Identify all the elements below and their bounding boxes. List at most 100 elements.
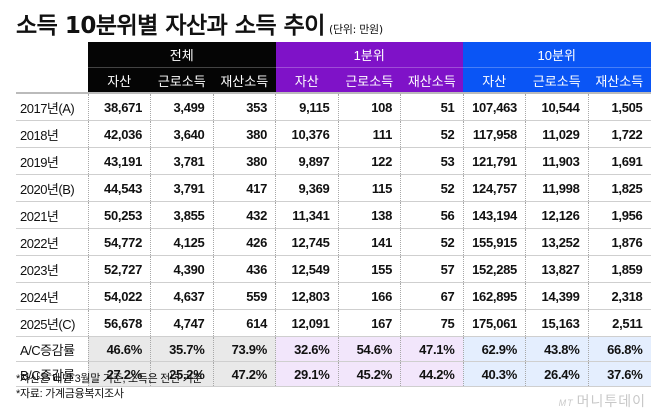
table-cell: 4,637: [150, 282, 213, 310]
table-cell: 43.8%: [525, 336, 588, 362]
table-cell: 10,544: [525, 92, 588, 121]
table-cell: 37.6%: [587, 361, 651, 387]
row-label: 2018년: [16, 120, 88, 148]
table-cell: 11,341: [275, 201, 338, 229]
footnote-basis: *자산은 매년 3월말 기준, 소득은 전년 기준: [16, 373, 203, 385]
table-row: 2017년(A) 38,671 3,499 353 9,115 108 51 107,463 1…: [16, 92, 651, 121]
subheader: 재산소득: [400, 67, 463, 93]
table-cell: 138: [337, 201, 401, 229]
table-cell: 46.6%: [87, 336, 151, 362]
table-cell: 32.6%: [275, 336, 338, 362]
table-cell: 12,091: [275, 309, 338, 337]
table-cell: 9,115: [275, 92, 338, 121]
table-cell: 47.2%: [212, 361, 276, 387]
table-cell: 54,772: [87, 228, 151, 256]
table-cell: 162,895: [462, 282, 526, 310]
table-row: 2021년 50,253 3,855 432 11,341 138 56 143,194 12,…: [16, 201, 651, 229]
table-cell: 155,915: [462, 228, 526, 256]
row-label: 2021년: [16, 201, 88, 229]
table-cell: 54,022: [87, 282, 151, 310]
table-cell: 57: [400, 255, 463, 283]
table-cell: 417: [212, 174, 276, 202]
table-cell: 3,855: [150, 201, 213, 229]
table-cell: 3,499: [150, 92, 213, 121]
table-cell: 52: [400, 228, 463, 256]
table-cell: 167: [337, 309, 401, 337]
group-header-total: 전체: [88, 42, 276, 68]
subheader: 자산: [463, 67, 526, 93]
table-cell: 9,897: [275, 147, 338, 175]
row-label: 2017년(A): [16, 92, 88, 121]
table-cell: 52: [400, 120, 463, 148]
row-label: 2019년: [16, 147, 88, 175]
table-cell: 35.7%: [150, 336, 213, 362]
footnotes: *자산은 매년 3월말 기준, 소득은 전년 기준 *자료: 가계금융복지조사: [16, 372, 203, 402]
table-cell: 62.9%: [462, 336, 526, 362]
logo-mark: MT: [558, 398, 574, 408]
table-cell: 14,399: [525, 282, 588, 310]
table-cell: 115: [337, 174, 401, 202]
row-label: A/C증감률: [16, 336, 88, 362]
subheader: 재산소득: [588, 67, 651, 93]
logo-text: 머니투데이: [576, 393, 646, 409]
table-cell: 380: [212, 147, 276, 175]
table-cell: 52: [400, 174, 463, 202]
page-title: 소득 10분위별 자산과 소득 추이 (단위: 만원): [16, 6, 383, 40]
table-cell: 66.8%: [587, 336, 651, 362]
table-cell: 56,678: [87, 309, 151, 337]
table-cell: 67: [400, 282, 463, 310]
group-header-decile-1: 1분위: [275, 42, 463, 68]
table-body: 2017년(A) 38,671 3,499 353 9,115 108 51 107,463 1…: [16, 92, 651, 387]
table-cell: 107,463: [462, 92, 526, 121]
table-cell: 4,390: [150, 255, 213, 283]
table-cell: 353: [212, 92, 276, 121]
table-cell: 13,252: [525, 228, 588, 256]
row-label: 2025년(C): [16, 309, 88, 337]
table-cell: 3,640: [150, 120, 213, 148]
group-header-decile-10: 10분위: [463, 42, 651, 68]
table-cell: 122: [337, 147, 401, 175]
table-row: 2020년(B) 44,543 3,791 417 9,369 115 52 124,757 1…: [16, 174, 651, 202]
subheader: 근로소득: [338, 67, 401, 93]
table-cell: 4,747: [150, 309, 213, 337]
table-cell: 12,745: [275, 228, 338, 256]
subheader: 근로소득: [525, 67, 588, 93]
table-cell: 175,061: [462, 309, 526, 337]
table-cell: 3,791: [150, 174, 213, 202]
table-cell: 44.2%: [400, 361, 463, 387]
table-cell: 51: [400, 92, 463, 121]
table-cell: 15,163: [525, 309, 588, 337]
table-cell: 12,126: [525, 201, 588, 229]
table-cell: 26.4%: [525, 361, 588, 387]
table-cell: 53: [400, 147, 463, 175]
unit-label: (단위: 만원): [328, 23, 383, 36]
subheader: 근로소득: [150, 67, 213, 93]
table-cell: 38,671: [87, 92, 151, 121]
table-cell: 121,791: [462, 147, 526, 175]
table-cell: 152,285: [462, 255, 526, 283]
table-cell: 1,825: [587, 174, 651, 202]
table-row: 2019년 43,191 3,781 380 9,897 122 53 121,791 11,9…: [16, 147, 651, 175]
table-cell: 1,722: [587, 120, 651, 148]
table-cell: 111: [337, 120, 401, 148]
table-cell: 117,958: [462, 120, 526, 148]
table-row: 2023년 52,727 4,390 436 12,549 155 57 152,285 13,…: [16, 255, 651, 283]
table-cell: 1,956: [587, 201, 651, 229]
table-cell: 1,505: [587, 92, 651, 121]
table-cell: 54.6%: [337, 336, 401, 362]
table-cell: 426: [212, 228, 276, 256]
rate-row: B/C증감률 27.2% 25.2% 47.2% 29.1% 45.2% 44.2% 40.3…: [16, 361, 651, 387]
subheader: 재산소득: [213, 67, 276, 93]
table-cell: 559: [212, 282, 276, 310]
publisher-logo: MT 머니투데이: [559, 391, 646, 411]
row-label: B/C증감률: [16, 361, 88, 387]
row-label: 2024년: [16, 282, 88, 310]
table-cell: 43,191: [87, 147, 151, 175]
table-row: 2025년(C) 56,678 4,747 614 12,091 167 75 175,061…: [16, 309, 651, 337]
footnote-source: *자료: 가계금융복지조사: [16, 388, 124, 400]
table-cell: 124,757: [462, 174, 526, 202]
table-cell: 44,543: [87, 174, 151, 202]
table-cell: 11,029: [525, 120, 588, 148]
table-cell: 50,253: [87, 201, 151, 229]
table-cell: 25.2%: [150, 361, 213, 387]
